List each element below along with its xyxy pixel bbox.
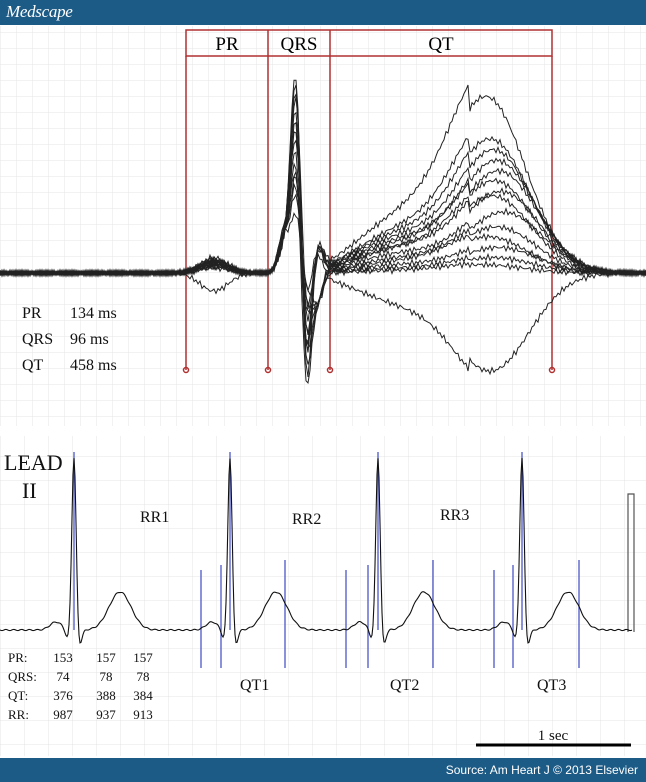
table-cell: 153: [53, 650, 73, 665]
rr2-label: RR2: [292, 511, 321, 528]
qt1-label: QT1: [240, 677, 269, 694]
table-row-label: RR:: [8, 707, 29, 722]
measure-pr-label: PR: [22, 305, 42, 322]
ecg-beat-trace: [0, 169, 646, 376]
lead-label-line1: LEAD: [4, 450, 63, 475]
table-cell: 74: [57, 669, 71, 684]
measure-qt-value: 458 ms: [70, 357, 117, 374]
calibration-marker: [627, 493, 635, 632]
measure-qrs-value: 96 ms: [70, 331, 109, 348]
table-cell: 384: [133, 688, 153, 703]
table-cell: 157: [96, 650, 116, 665]
table-cell: 78: [100, 669, 113, 684]
source-credit: Source: Am Heart J © 2013 Elsevier: [445, 763, 638, 777]
rr3-label: RR3: [440, 507, 469, 524]
qt2-label: QT2: [390, 677, 419, 694]
rr1-label: RR1: [140, 509, 169, 526]
blue-interval-markers: [73, 452, 580, 668]
table-cell: 913: [133, 707, 153, 722]
lead-ii-trace: [0, 457, 633, 644]
top-grid: [0, 26, 646, 426]
measure-qrs-label: QRS: [22, 331, 53, 348]
interval-table: PR: 153 157 157 QRS: 74 78 78 QT: 376 38…: [8, 650, 153, 722]
table-row-label: PR:: [8, 650, 28, 665]
lead-label-line2: II: [22, 478, 37, 503]
table-cell: 937: [96, 707, 116, 722]
interval-brackets: [182, 29, 556, 374]
table-cell: 388: [96, 688, 116, 703]
segment-label-qt: QT: [428, 34, 454, 55]
measure-qt-label: QT: [22, 357, 44, 374]
table-row-label: QRS:: [8, 669, 37, 684]
qt3-label: QT3: [537, 677, 566, 694]
top-measurements: PR 134 ms QRS 96 ms QT 458 ms: [22, 305, 117, 374]
scale-bar-label: 1 sec: [538, 728, 569, 744]
table-cell: 78: [137, 669, 150, 684]
table-cell: 376: [53, 688, 73, 703]
bottom-grid: [0, 436, 646, 756]
table-cell: 157: [133, 650, 153, 665]
measure-pr-value: 134 ms: [70, 305, 117, 322]
footer-bar: Source: Am Heart J © 2013 Elsevier: [0, 758, 646, 782]
medscape-logo: Medscape: [6, 2, 73, 21]
segment-label-pr: PR: [215, 34, 239, 55]
segment-label-qrs: QRS: [281, 34, 318, 55]
table-cell: 987: [53, 707, 73, 722]
ecg-beat-trace: [0, 212, 646, 307]
header-bar: Medscape: [0, 0, 646, 25]
table-row-label: QT:: [8, 688, 28, 703]
superimposed-ecg-traces: [0, 79, 646, 384]
